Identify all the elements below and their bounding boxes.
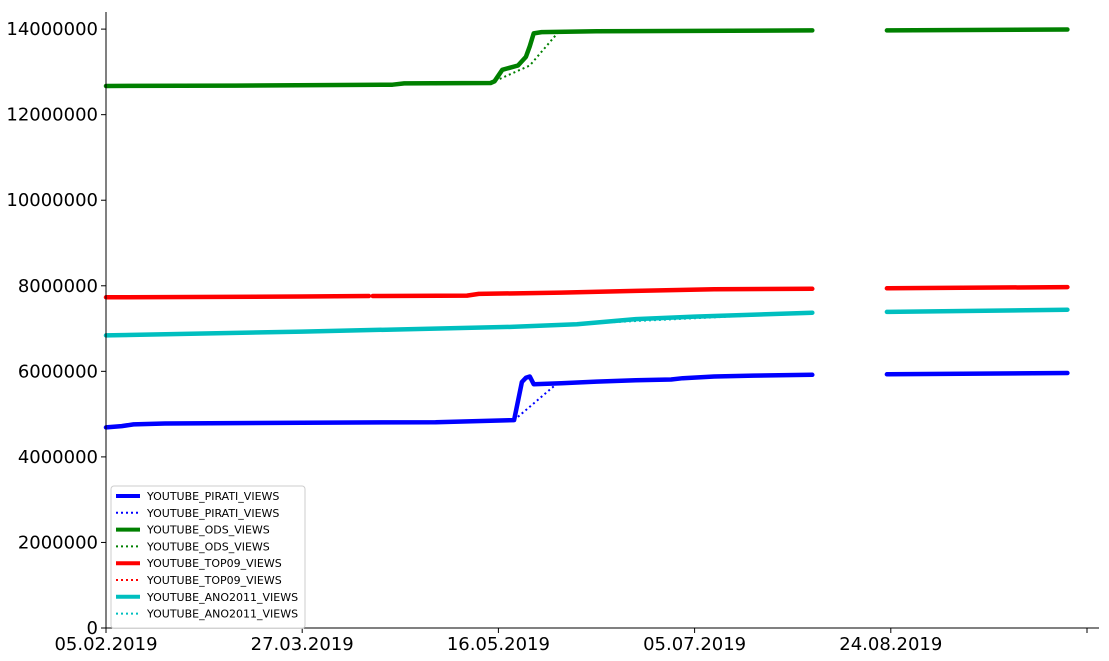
legend-label: YOUTUBE_TOP09_VIEWS [146,574,282,587]
series-line-youtube-ods-views-solid [103,27,1070,89]
series-line-youtube-top09-views-solid [103,284,1070,300]
legend: YOUTUBE_PIRATI_VIEWS YOUTUBE_PIRATI_VIEWS… [110,485,306,629]
y-tick-label: 10000000 [6,190,98,211]
y-tick-label: 0 [87,618,98,639]
x-tick-label: 24.08.2019 [839,634,942,655]
legend-label: YOUTUBE_PIRATI_VIEWS [146,490,279,503]
series-line-youtube-pirati-views-solid [103,370,1070,430]
legend-label: YOUTUBE_ANO2011_VIEWS [146,608,298,621]
y-tick-label: 12000000 [6,105,98,126]
x-tick-label: 16.05.2019 [447,634,550,655]
legend-label: YOUTUBE_ODS_VIEWS [146,540,270,553]
x-tick-label: 05.07.2019 [643,634,746,655]
y-tick-label: 6000000 [18,361,98,382]
y-tick-label: 2000000 [18,532,98,553]
legend-box [110,485,306,629]
legend-label: YOUTUBE_ANO2011_VIEWS [146,591,298,604]
y-tick-label: 4000000 [18,447,98,468]
y-tick-label: 8000000 [18,276,98,297]
legend-label: YOUTUBE_PIRATI_VIEWS [146,507,279,520]
series-line-youtube-ods-views-dotted [490,32,559,84]
legend-label: YOUTUBE_TOP09_VIEWS [146,557,282,570]
series-line-youtube-ano2011-views-solid [103,307,1070,338]
x-tick-label: 27.03.2019 [251,634,354,655]
plot-area [103,27,1070,430]
axes: 0 2000000 4000000 6000000 8000000 10000000 120… [6,12,1099,655]
x-tick-label: 05.02.2019 [54,634,157,655]
legend-label: YOUTUBE_ODS_VIEWS [146,524,270,537]
y-tick-label: 14000000 [6,19,98,40]
